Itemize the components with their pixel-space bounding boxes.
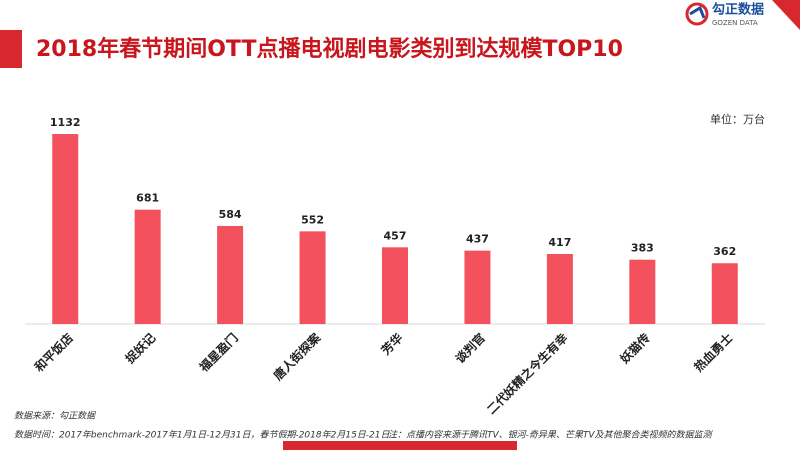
bar <box>711 263 738 324</box>
value-label: 681 <box>136 192 159 205</box>
footer-source: 数据来源：勾正数据 <box>14 411 97 422</box>
chart-title: 2018年春节期间OTT点播电视剧电影类别到达规模TOP10 <box>36 36 623 62</box>
title-accent <box>0 30 22 68</box>
bar <box>629 259 656 324</box>
footer-note: 注：点播内容来源于腾讯TV、银河-奇异果、芒果TV及其他聚合类视频的数据监测 <box>388 430 714 441</box>
bar <box>382 247 408 324</box>
value-label: 584 <box>219 208 242 221</box>
corner-accent <box>772 0 800 30</box>
bar <box>299 231 326 324</box>
footer-period: 数据时间：2017年benchmark-2017年1月1日-12月31日，春节假… <box>14 430 390 441</box>
footer-accent <box>283 441 517 450</box>
value-label: 383 <box>631 242 654 255</box>
bar <box>134 209 161 324</box>
unit-label: 单位：万台 <box>710 112 765 126</box>
logo-sub: GOZEN DATA <box>712 19 758 27</box>
bar <box>52 134 79 324</box>
logo-name: 勾正数据 <box>712 2 764 18</box>
value-label: 552 <box>301 213 324 226</box>
value-label: 437 <box>466 233 489 246</box>
value-label: 457 <box>384 229 407 242</box>
value-label: 417 <box>548 236 571 249</box>
bar <box>464 250 491 324</box>
bar <box>546 254 573 324</box>
logo-icon <box>685 2 709 26</box>
value-label: 362 <box>713 245 736 258</box>
logo-icon-mark <box>689 5 706 19</box>
value-label: 1132 <box>50 116 81 129</box>
bar <box>217 225 244 324</box>
